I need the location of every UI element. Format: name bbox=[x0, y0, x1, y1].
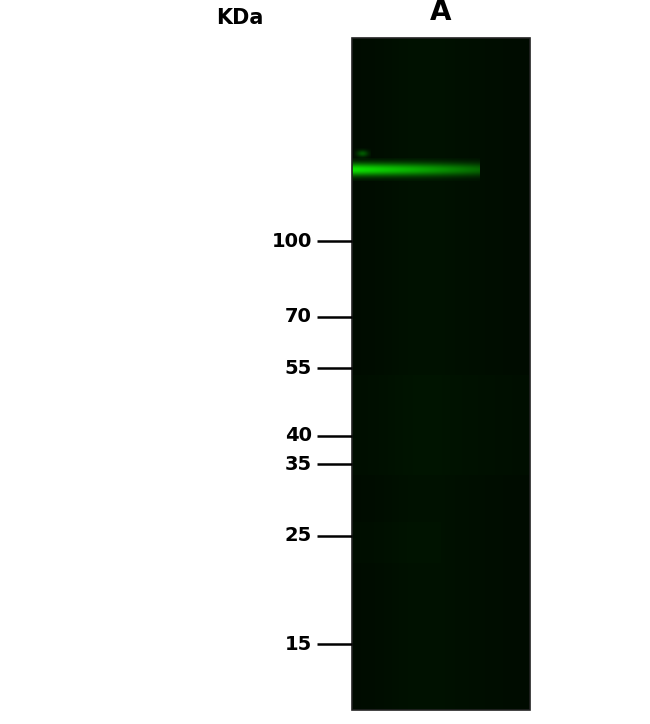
Text: 25: 25 bbox=[285, 526, 312, 545]
Text: 35: 35 bbox=[285, 455, 312, 473]
Text: 100: 100 bbox=[272, 232, 312, 251]
Text: 55: 55 bbox=[285, 358, 312, 377]
Text: 40: 40 bbox=[285, 426, 312, 445]
Text: KDa: KDa bbox=[216, 8, 264, 28]
Text: 15: 15 bbox=[285, 635, 312, 654]
Text: 70: 70 bbox=[285, 307, 312, 327]
Text: A: A bbox=[430, 0, 452, 26]
Bar bbox=[352, 38, 530, 710]
